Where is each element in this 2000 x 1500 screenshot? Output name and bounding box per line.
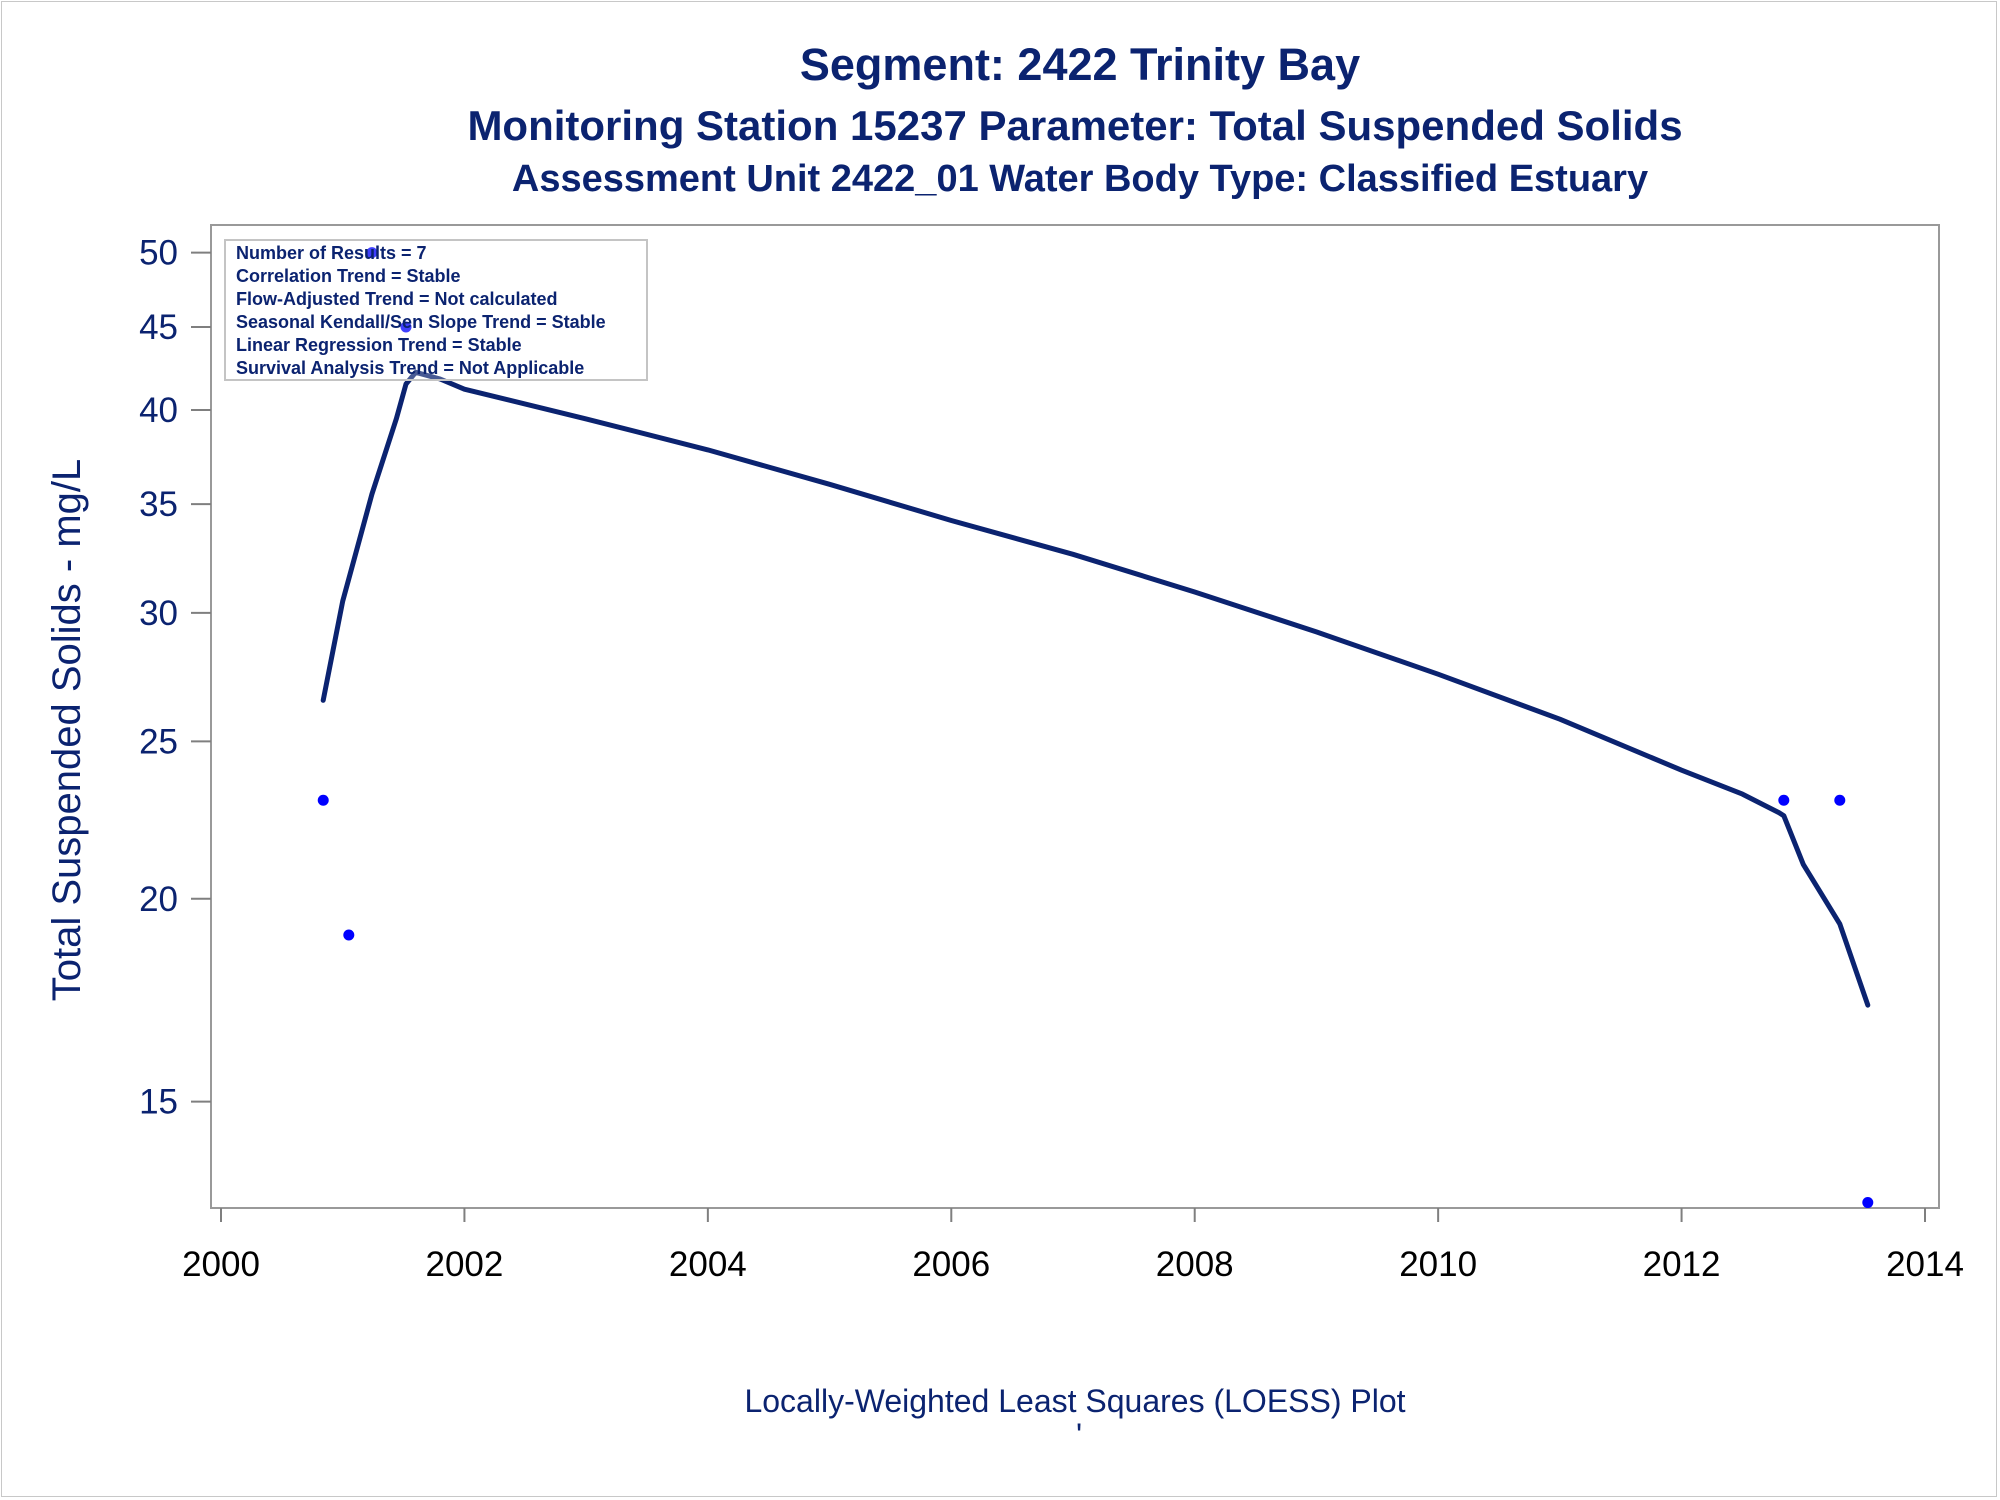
x-tick-label-2008: 2008 [1156, 1245, 1234, 1284]
y-tick-label-45: 45 [139, 308, 178, 347]
x-tick-label-2006: 2006 [912, 1245, 990, 1284]
inset-number-of-results: Number of Results = 7 [236, 243, 427, 263]
x-tick-label-2004: 2004 [669, 1245, 747, 1284]
y-tick-label-15: 15 [139, 1083, 178, 1122]
data-point-6 [1862, 1197, 1874, 1209]
x-tick-label-2002: 2002 [425, 1245, 503, 1284]
series-layer [317, 247, 1874, 1209]
chart-subtitle: Monitoring Station 15237 Parameter: Tota… [467, 102, 1682, 149]
data-point-2 [366, 247, 378, 259]
data-point-4 [1778, 794, 1790, 806]
x-axis: 2000 2002 2004 2006 2008 2010 2012 2014 [182, 1208, 1964, 1284]
inset-survival-analysis-trend: Survival Analysis Trend = Not Applicable [236, 358, 584, 378]
trend-info-box: Number of Results = 7 Correlation Trend … [224, 239, 648, 381]
x-tick-label-2010: 2010 [1399, 1245, 1477, 1284]
inset-linear-regression-trend: Linear Regression Trend = Stable [236, 335, 522, 355]
y-tick-label-20: 20 [139, 880, 178, 919]
x-tick-label-2000: 2000 [182, 1245, 260, 1284]
inset-correlation-trend: Correlation Trend = Stable [236, 266, 461, 286]
y-tick-label-35: 35 [139, 485, 178, 524]
chart-subtitle-2: Assessment Unit 2422_01 Water Body Type:… [512, 158, 1648, 200]
data-point-5 [1834, 794, 1846, 806]
data-point-0 [317, 794, 329, 806]
loess-fit-line [320, 369, 1871, 1008]
trend-info-box-border [224, 239, 648, 381]
y-axis: 15 20 25 30 35 40 45 50 [139, 234, 211, 1122]
data-point-1 [343, 929, 355, 941]
y-tick-label-30: 30 [139, 594, 178, 633]
x-tick-label-2012: 2012 [1643, 1245, 1721, 1284]
data-point-3 [400, 321, 412, 333]
inset-seasonal-kendall-trend: Seasonal Kendall/Sen Slope Trend = Stabl… [236, 312, 606, 332]
chart-title: Segment: 2422 Trinity Bay [800, 39, 1360, 90]
y-tick-label-25: 25 [139, 722, 178, 761]
plot-area [210, 224, 1940, 1209]
chart-footnote-mark: ' [1076, 1417, 1082, 1453]
y-axis-label: Total Suspended Solids - mg/L [45, 459, 89, 1002]
inset-flow-adjusted-trend: Flow-Adjusted Trend = Not calculated [236, 289, 558, 309]
y-tick-label-50: 50 [139, 234, 178, 273]
y-tick-label-40: 40 [139, 391, 178, 430]
chart-footnote: Locally-Weighted Least Squares (LOESS) P… [744, 1383, 1405, 1419]
x-tick-label-2014: 2014 [1886, 1245, 1964, 1284]
